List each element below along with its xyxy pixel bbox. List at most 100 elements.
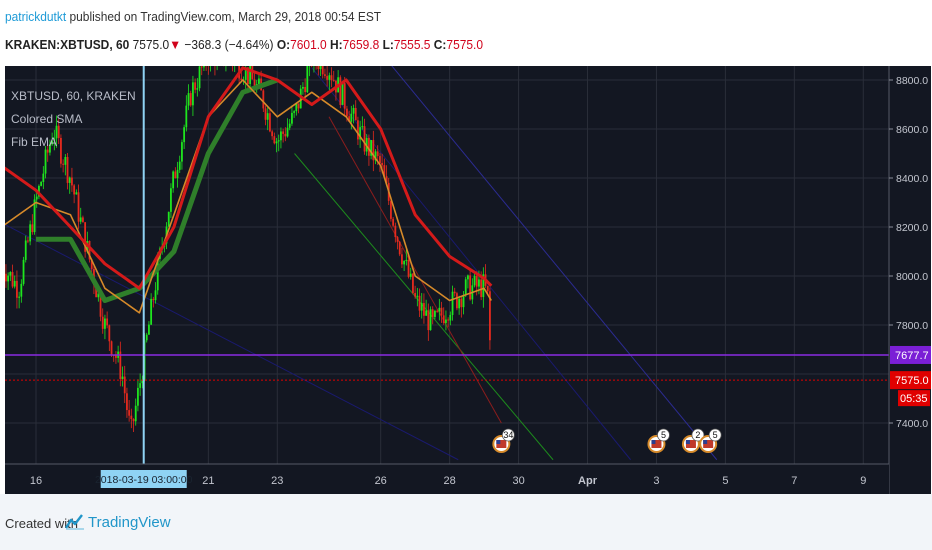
candle-body (291, 112, 293, 124)
event-flag-icon[interactable]: 34 (492, 428, 515, 453)
candle-body (145, 334, 148, 341)
tradingview-brand-link[interactable]: TradingView (88, 514, 171, 531)
candle-body (200, 66, 203, 68)
candle-body (405, 259, 408, 261)
event-count-badge (501, 428, 515, 442)
chart-area[interactable]: 34 5 2 5 8800.0 8600.0 8400.0 8200.0 8000.0 7800.… (5, 66, 931, 494)
published-text: published on TradingView.com, March 29, … (69, 9, 382, 24)
candle-body (359, 127, 362, 140)
candle-body (60, 137, 62, 164)
candle-body (90, 259, 93, 269)
candle-body (348, 116, 351, 122)
candle-body (423, 303, 425, 316)
candle-body (77, 192, 80, 222)
channel-line-1[interactable] (311, 67, 631, 461)
countdown-tag (898, 390, 930, 407)
candle-body (458, 298, 461, 309)
tradingview-logo-icon (65, 514, 84, 530)
sma-green-line[interactable] (36, 77, 279, 303)
candle-body (381, 162, 384, 166)
candle-body (376, 151, 379, 157)
price-chart[interactable]: 34 5 2 5 8800.0 8600.0 8400.0 8200.0 8000.0 7800.… (5, 66, 931, 494)
event-count-3: 5 (713, 430, 718, 440)
y-axis-panel[interactable] (889, 66, 931, 494)
ema-orange-line[interactable] (5, 79, 492, 314)
event-flag-icon[interactable]: 5 (699, 428, 722, 453)
candle-body (431, 309, 434, 317)
x-tick-label: 9 (860, 475, 866, 487)
x-tick-label: 26 (375, 475, 387, 487)
candle-body (5, 273, 7, 282)
candle-body (346, 108, 348, 117)
candle-body (82, 217, 84, 223)
candle-body (442, 315, 445, 324)
candle-body (31, 224, 34, 233)
event-flag-icon[interactable]: 2 (681, 428, 705, 453)
high-label: H: (330, 37, 343, 52)
legend-indicator-colored-sma[interactable]: Colored SMA (11, 112, 83, 126)
crosshair-date-label: 2018-03-19 03:00:00 (95, 474, 193, 486)
y-tick-label: 8600.0 (896, 124, 928, 136)
candle-body (447, 319, 450, 321)
candle-body (40, 181, 43, 186)
candle-body (24, 240, 27, 260)
event-flag-icon[interactable]: 5 (647, 428, 670, 453)
candle-body (97, 293, 100, 298)
event-count-badge (657, 428, 670, 442)
candle-body (141, 379, 144, 384)
event-count-1: 5 (661, 430, 666, 440)
candle-body (332, 80, 335, 82)
candle-body (185, 105, 188, 128)
candle-body (150, 298, 153, 325)
legend-indicator-fib-ema[interactable]: Fib EMA (11, 135, 58, 149)
x-tick-label: Apr (578, 475, 598, 487)
candle-body (271, 131, 274, 137)
x-tick-label: 3 (653, 475, 659, 487)
candle-body (464, 279, 467, 296)
x-tick-label: 30 (512, 475, 524, 487)
candle-body (174, 171, 177, 179)
candle-body (482, 274, 485, 298)
sma-red-line[interactable] (5, 66, 493, 290)
candle-body (489, 291, 491, 341)
low-label: L: (382, 37, 394, 52)
candle-body (273, 136, 276, 144)
candle-body (341, 83, 344, 105)
candle-body (198, 66, 201, 89)
candle-body (434, 310, 436, 317)
candle-body (339, 77, 342, 105)
candle-body (445, 319, 447, 324)
candle-body (277, 140, 280, 142)
created-with-text: Created with (5, 516, 78, 531)
close-label: C: (433, 37, 447, 52)
candle-body (453, 291, 456, 294)
candle-body (18, 296, 21, 298)
candle-body (324, 74, 326, 76)
footer: Created with TradingView (0, 494, 932, 550)
channel-line-2[interactable] (389, 66, 718, 461)
candle-body (35, 196, 38, 200)
x-tick-label: 16 (30, 475, 42, 487)
event-count-badge (691, 428, 705, 442)
candle-body (392, 218, 395, 226)
y-tick-label: 7400.0 (896, 418, 928, 430)
candle-body (240, 78, 243, 81)
candle-body (374, 151, 377, 161)
candle-body (275, 141, 278, 144)
last-price: 7575.0 (132, 37, 170, 52)
candle-body (266, 113, 269, 120)
channel-line-4[interactable] (328, 116, 502, 424)
channel-line-0[interactable] (5, 178, 459, 461)
candle-body (486, 285, 489, 292)
candle-body (71, 177, 73, 186)
close-value: 7575.0 (446, 37, 483, 52)
legend-symbol[interactable]: XBTUSD, 60, KRAKEN (11, 89, 136, 103)
candle-body (469, 275, 472, 300)
candle-body (330, 75, 333, 81)
candle-body (264, 108, 267, 120)
author-link[interactable]: patrickdutkt (5, 9, 67, 24)
candle-body (414, 292, 417, 297)
candle-body (51, 140, 54, 145)
candle-body (262, 90, 265, 109)
candle-body (66, 156, 69, 183)
